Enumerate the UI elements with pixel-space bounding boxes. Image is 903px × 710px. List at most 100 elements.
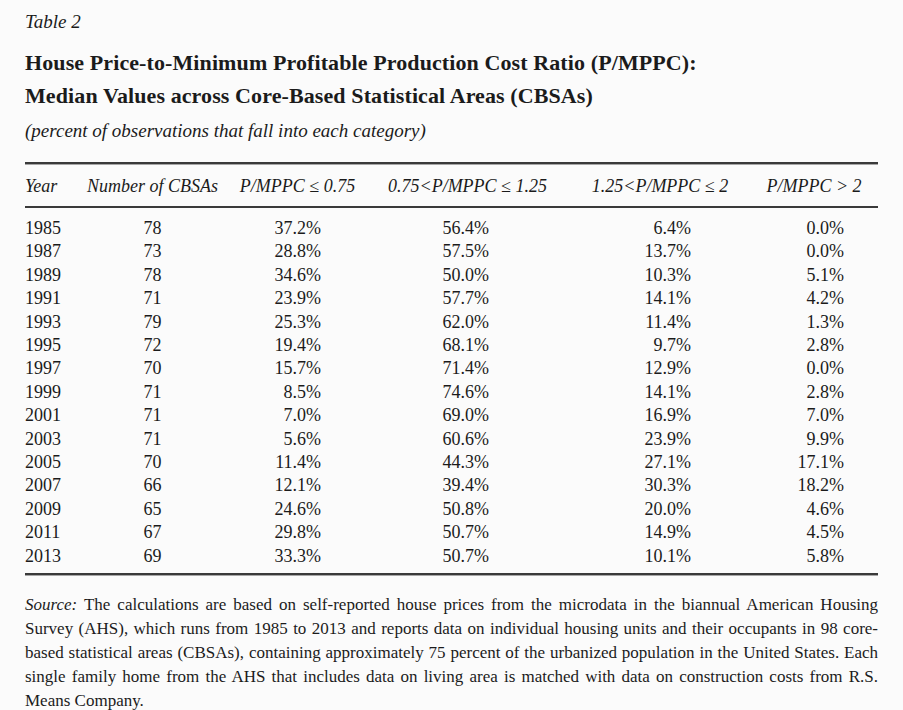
value-cell: 69.0% [365,404,570,427]
value-cell: 70 [75,357,230,380]
year-cell: 1997 [25,357,75,380]
value-cell: 7.0% [750,404,878,427]
value-cell: 17.1% [750,451,878,474]
value-cell: 0.0% [750,208,878,240]
value-cell: 11.4% [230,451,365,474]
value-cell: 13.7% [570,240,750,263]
value-cell: 71.4% [365,357,570,380]
value-cell: 27.1% [570,451,750,474]
table-row: 19897834.6%50.0%10.3%5.1% [25,264,878,287]
value-cell: 68.1% [365,334,570,357]
column-header-year: Year [25,165,75,208]
value-cell: 50.8% [365,498,570,521]
value-cell: 71 [75,381,230,404]
table-title-line1: House Price-to-Minimum Profitable Produc… [25,46,878,79]
value-cell: 20.0% [570,498,750,521]
value-cell: 73 [75,240,230,263]
year-cell: 1987 [25,240,75,263]
value-cell: 18.2% [750,474,878,497]
year-cell: 1993 [25,311,75,334]
year-cell: 2005 [25,451,75,474]
table-row: 20096524.6%50.8%20.0%4.6% [25,498,878,521]
value-cell: 9.7% [570,334,750,357]
column-header-ratio-mid: 0.75<P/MPPC ≤ 1.25 [365,165,570,208]
value-cell: 57.7% [365,287,570,310]
table-subtitle: (percent of observations that fall into … [25,119,878,143]
table-row: 19957219.4%68.1%9.7%2.8% [25,334,878,357]
value-cell: 14.9% [570,521,750,544]
value-cell: 66 [75,474,230,497]
header-row: Year Number of CBSAs P/MPPC ≤ 0.75 0.75<… [25,165,878,208]
table-row: 20057011.4%44.3%27.1%17.1% [25,451,878,474]
value-cell: 33.3% [230,545,365,568]
value-cell: 2.8% [750,381,878,404]
year-cell: 1989 [25,264,75,287]
column-header-ratio-high: 1.25<P/MPPC ≤ 2 [570,165,750,208]
value-cell: 5.8% [750,545,878,568]
value-cell: 72 [75,334,230,357]
year-cell: 2013 [25,545,75,568]
table-row: 1999718.5%74.6%14.1%2.8% [25,381,878,404]
value-cell: 12.1% [230,474,365,497]
source-note: Source: The calculations are based on se… [25,593,878,710]
year-cell: 2011 [25,521,75,544]
value-cell: 44.3% [365,451,570,474]
table-row: 19857837.2%56.4%6.4%0.0% [25,208,878,240]
value-cell: 65 [75,498,230,521]
year-cell: 1995 [25,334,75,357]
table-row: 20076612.1%39.4%30.3%18.2% [25,474,878,497]
table-row: 19917123.9%57.7%14.1%4.2% [25,287,878,310]
value-cell: 57.5% [365,240,570,263]
year-cell: 2003 [25,428,75,451]
value-cell: 4.2% [750,287,878,310]
value-cell: 5.6% [230,428,365,451]
value-cell: 39.4% [365,474,570,497]
value-cell: 0.0% [750,357,878,380]
table-row: 20116729.8%50.7%14.9%4.5% [25,521,878,544]
value-cell: 62.0% [365,311,570,334]
value-cell: 78 [75,264,230,287]
value-cell: 10.3% [570,264,750,287]
value-cell: 11.4% [570,311,750,334]
value-cell: 50.7% [365,545,570,568]
value-cell: 19.4% [230,334,365,357]
year-cell: 2007 [25,474,75,497]
year-cell: 2009 [25,498,75,521]
table-header: Year Number of CBSAs P/MPPC ≤ 0.75 0.75<… [25,165,878,208]
table-body: 19857837.2%56.4%6.4%0.0%19877328.8%57.5%… [25,208,878,568]
year-cell: 2001 [25,404,75,427]
value-cell: 8.5% [230,381,365,404]
value-cell: 7.0% [230,404,365,427]
value-cell: 50.0% [365,264,570,287]
value-cell: 23.9% [230,287,365,310]
value-cell: 29.8% [230,521,365,544]
year-cell: 1991 [25,287,75,310]
value-cell: 34.6% [230,264,365,287]
value-cell: 74.6% [365,381,570,404]
value-cell: 14.1% [570,381,750,404]
column-header-cbsas: Number of CBSAs [75,165,230,208]
value-cell: 78 [75,208,230,240]
table-title-line2: Median Values across Core-Based Statisti… [25,79,878,112]
table-row: 19937925.3%62.0%11.4%1.3% [25,311,878,334]
value-cell: 79 [75,311,230,334]
column-header-ratio-low: P/MPPC ≤ 0.75 [230,165,365,208]
value-cell: 6.4% [570,208,750,240]
value-cell: 30.3% [570,474,750,497]
table-number-label: Table 2 [25,10,878,34]
column-header-ratio-top: P/MPPC > 2 [750,165,878,208]
value-cell: 2.8% [750,334,878,357]
value-cell: 60.6% [365,428,570,451]
value-cell: 50.7% [365,521,570,544]
value-cell: 70 [75,451,230,474]
value-cell: 0.0% [750,240,878,263]
value-cell: 28.8% [230,240,365,263]
document-page: Table 2 House Price-to-Minimum Profitabl… [0,0,903,710]
value-cell: 25.3% [230,311,365,334]
value-cell: 23.9% [570,428,750,451]
value-cell: 4.6% [750,498,878,521]
value-cell: 12.9% [570,357,750,380]
value-cell: 15.7% [230,357,365,380]
value-cell: 56.4% [365,208,570,240]
data-table: Year Number of CBSAs P/MPPC ≤ 0.75 0.75<… [25,165,878,568]
